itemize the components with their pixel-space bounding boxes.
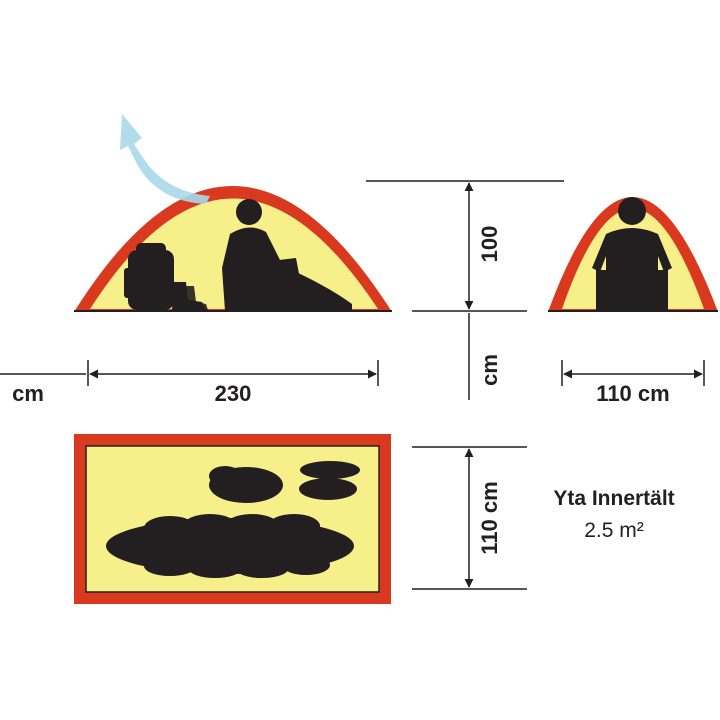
end-width-dimension: 110 cm <box>561 360 705 406</box>
boots-icon <box>172 282 208 310</box>
seated-person-icon <box>222 199 352 311</box>
floor-width-label: 110 cm <box>477 481 502 554</box>
area-info: Yta Innertält 2.5 m² <box>553 487 674 542</box>
height-value: 100 <box>477 226 502 263</box>
area-title: Yta Innertält <box>553 487 674 510</box>
height-unit: cm <box>477 354 502 386</box>
sleeping-bag-icon <box>106 514 354 578</box>
seated-person-front-icon <box>592 197 672 311</box>
side-view <box>74 114 392 312</box>
gear-icon <box>209 461 360 503</box>
end-width-label: 110 cm <box>596 381 669 406</box>
length-dimension: cm 230 <box>0 360 379 406</box>
floor-width-dimension: 110 cm <box>412 446 527 590</box>
height-dimension: 100 cm <box>366 180 564 400</box>
area-value: 2.5 m² <box>584 519 644 542</box>
backpack-icon <box>124 243 174 310</box>
end-view <box>548 197 718 312</box>
vent-arrow-icon <box>120 114 210 204</box>
floor-plan <box>74 434 391 604</box>
length-unit-left: cm <box>12 381 44 406</box>
length-value: 230 <box>215 381 252 406</box>
